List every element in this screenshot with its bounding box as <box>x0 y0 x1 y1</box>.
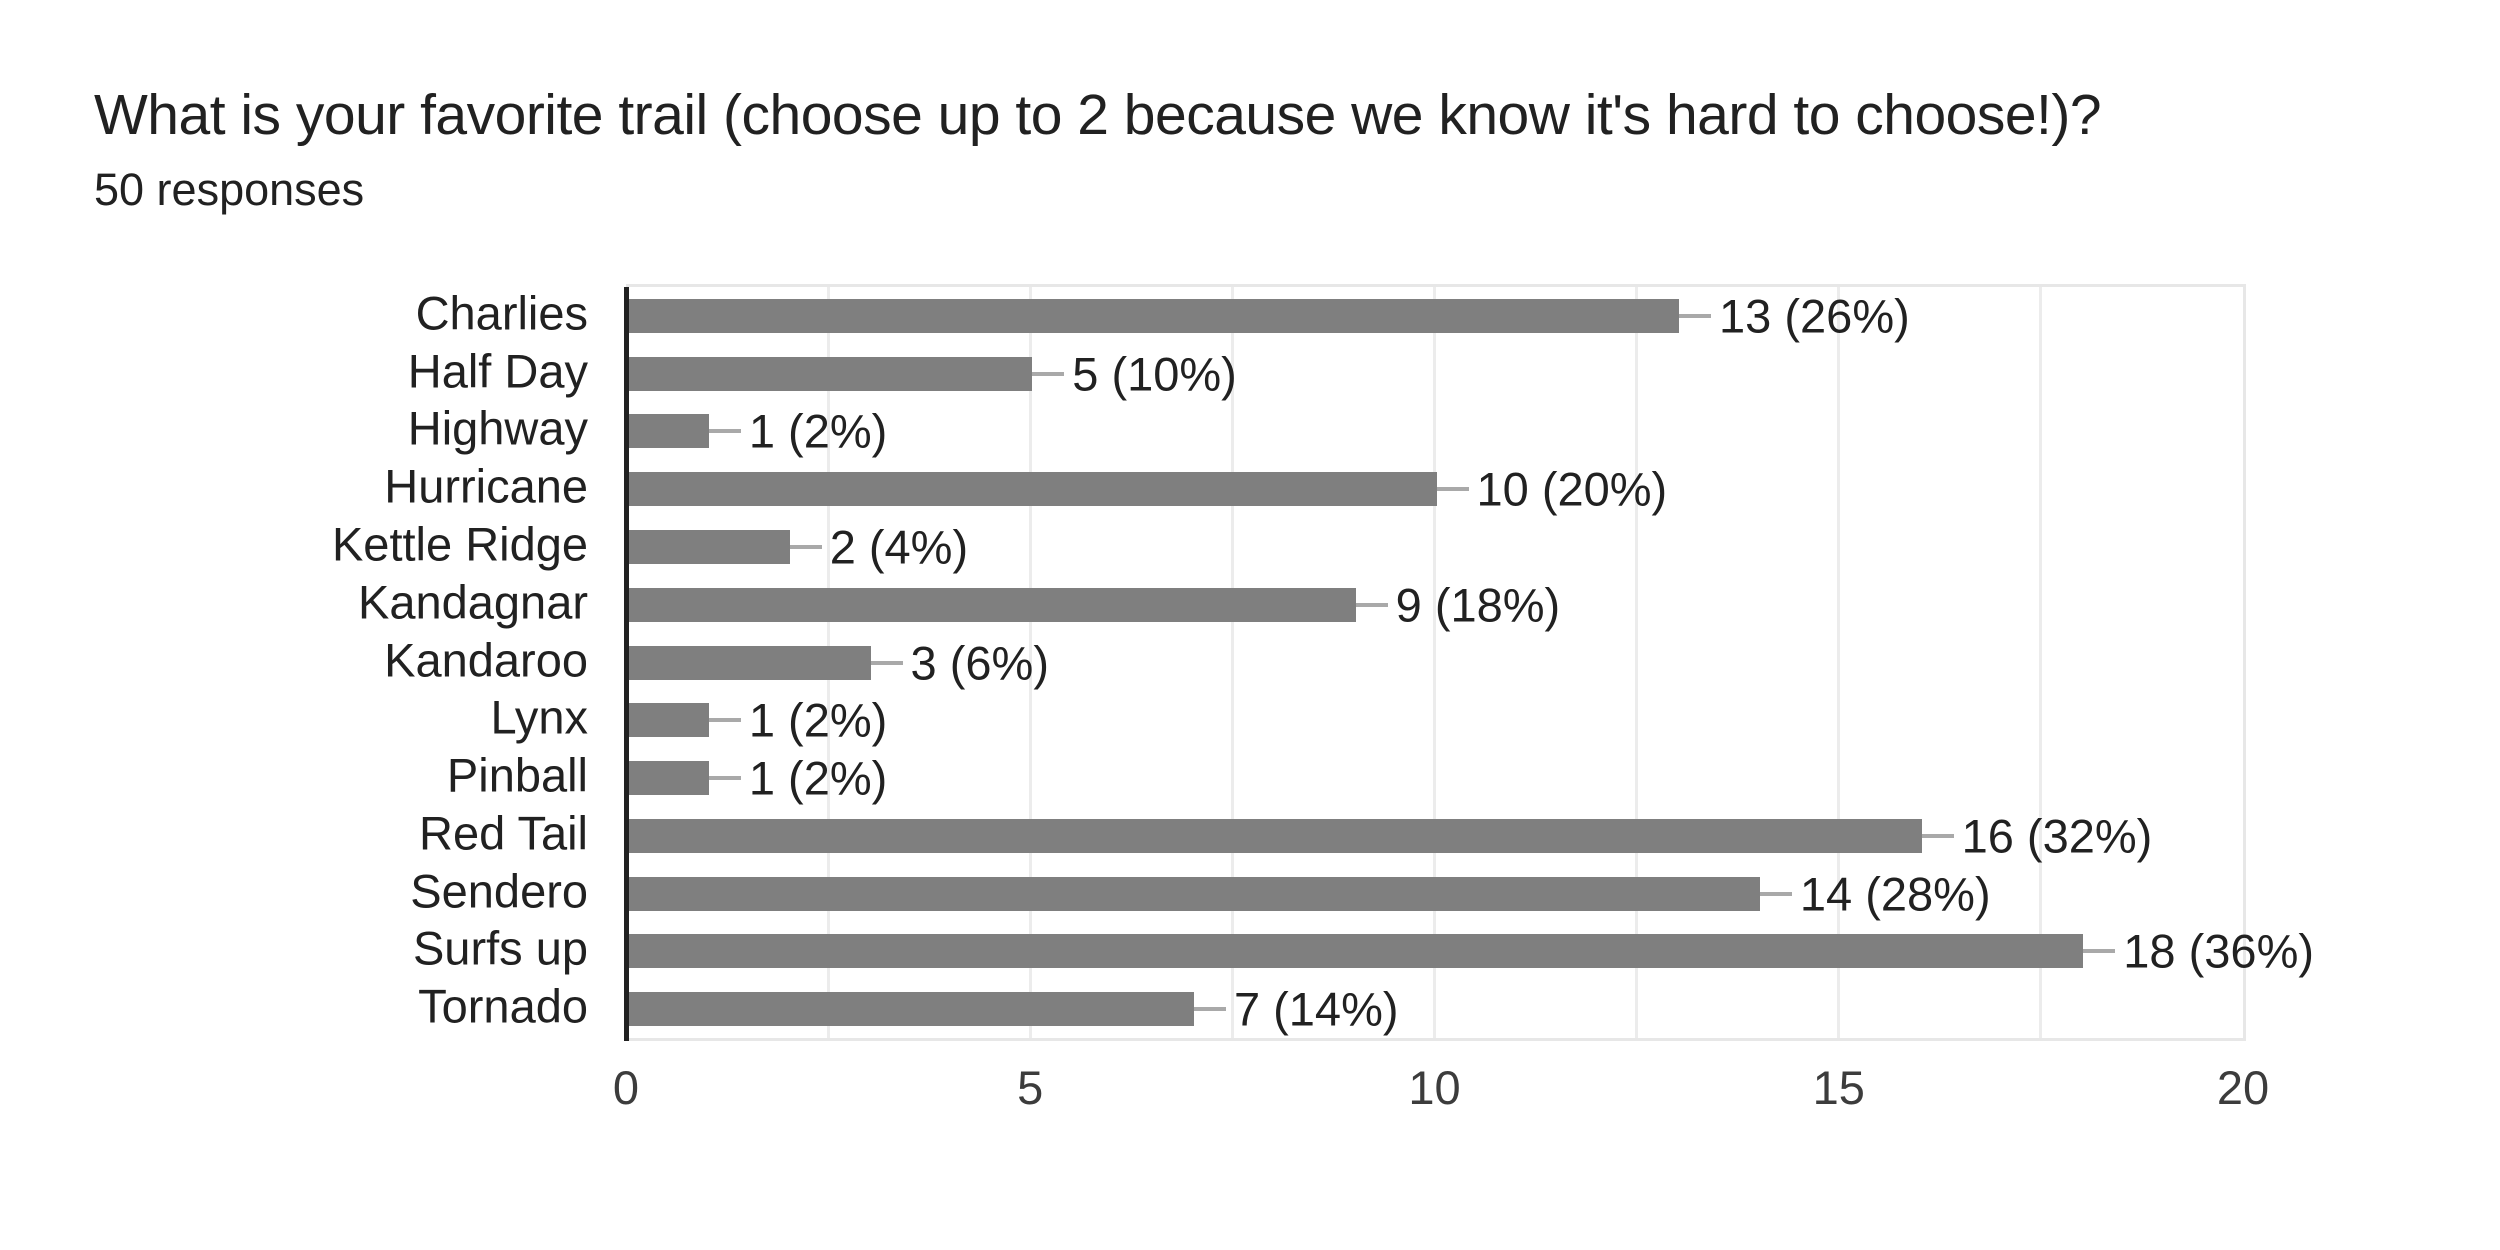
value-label: 16 (32%) <box>1961 809 2153 863</box>
responses-count: 50 responses <box>94 164 365 215</box>
gridline <box>1433 287 1436 1038</box>
value-callout-line <box>870 660 903 665</box>
category-label: Kettle Ridge <box>331 517 588 571</box>
x-tick-label: 0 <box>612 1061 640 1114</box>
value-callout-line <box>708 718 741 723</box>
plot-area: 13 (26%) 5 (10%) 1 (2%) 10 (20%) 2 (4%) 9 (18… <box>613 284 2314 1111</box>
category-label: Kandaroo <box>384 633 588 686</box>
value-label: 1 (2%) <box>748 693 888 747</box>
value-label: 5 (10%) <box>1072 347 1237 401</box>
bar-half-day <box>628 356 1033 391</box>
gridline <box>1028 287 1032 1038</box>
value-callout-line <box>2083 949 2116 954</box>
category-label: Hurricane <box>384 459 588 513</box>
category-label: Kandagnar <box>358 575 588 629</box>
gridline <box>1837 287 1841 1038</box>
value-label: 7 (14%) <box>1233 982 1399 1036</box>
value-callout-line <box>1679 313 1712 318</box>
value-callout-line <box>1921 833 1954 838</box>
category-label: Pinball <box>446 748 588 802</box>
value-callout-line <box>1032 371 1065 376</box>
bar-highway <box>628 414 709 449</box>
value-label: 9 (18%) <box>1395 578 1561 632</box>
value-label: 13 (26%) <box>1719 289 1910 343</box>
value-callout-line <box>789 544 822 549</box>
gridline <box>1230 287 1234 1038</box>
gridline <box>2039 287 2043 1038</box>
category-label: Charlies <box>415 286 588 340</box>
value-callout-line <box>708 776 741 781</box>
category-label: Sendero <box>410 864 588 918</box>
category-label: Red Tail <box>419 806 588 860</box>
value-label: 3 (6%) <box>910 636 1049 689</box>
category-label: Lynx <box>490 690 588 744</box>
value-label: 14 (28%) <box>1799 867 1991 921</box>
value-label: 10 (20%) <box>1476 462 1668 516</box>
x-tick-label: 10 <box>1408 1061 1461 1114</box>
bar-pinball <box>628 761 709 796</box>
bar-red-tail <box>628 818 1922 853</box>
value-callout-line <box>1436 487 1469 492</box>
category-label: Highway <box>407 401 588 455</box>
bar-charlies <box>628 298 1680 333</box>
bar-kettle-ridge <box>628 529 790 564</box>
category-axis-labels: Charlies Half Day Highway Hurricane Kettle R… <box>0 284 588 1035</box>
bar-kandagnar <box>628 587 1356 622</box>
x-tick-label: 15 <box>1812 1061 1865 1114</box>
x-tick-label: 20 <box>2216 1061 2270 1114</box>
value-label: 1 (2%) <box>748 404 888 458</box>
bar-hurricane <box>628 472 1437 507</box>
value-callout-line <box>1193 1007 1226 1012</box>
value-callout-line <box>1355 602 1388 607</box>
gridline <box>1635 287 1639 1038</box>
value-label: 2 (4%) <box>829 520 969 574</box>
value-callout-line <box>1759 891 1792 896</box>
category-label: Tornado <box>418 979 588 1033</box>
value-callout-line <box>708 429 741 434</box>
y-axis-line <box>624 287 629 1041</box>
bar-kandaroo <box>628 645 871 680</box>
bar-sendero <box>628 876 1760 911</box>
category-label: Half Day <box>407 344 588 398</box>
question-title: What is your favorite trail (choose up t… <box>94 83 2102 147</box>
value-label: 18 (36%) <box>2123 924 2315 978</box>
value-label: 1 (2%) <box>748 751 888 805</box>
bar-surfs-up <box>628 934 2084 969</box>
category-label: Surfs up <box>412 921 588 975</box>
bar-lynx <box>628 703 709 738</box>
x-tick-label: 5 <box>1017 1061 1044 1114</box>
bar-tornado <box>628 992 1194 1027</box>
